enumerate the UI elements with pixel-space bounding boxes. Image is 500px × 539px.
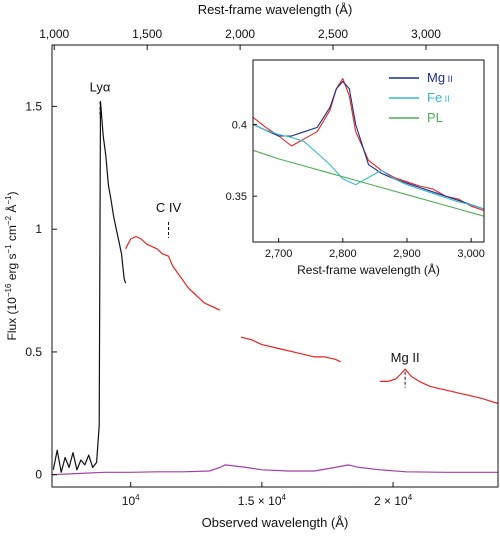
y-axis-label-exponent: −2 bbox=[4, 215, 13, 225]
spectrum-series-4 bbox=[51, 464, 498, 476]
x-tick-base: 10 bbox=[394, 494, 408, 508]
y-axis-label-part: cm bbox=[5, 225, 19, 244]
legend-name: PL bbox=[427, 110, 443, 125]
legend-ion: II bbox=[442, 94, 450, 104]
legend-label: PL bbox=[427, 110, 443, 125]
x-tick-exponent: 4 bbox=[408, 493, 413, 502]
inset-series-3 bbox=[252, 149, 485, 217]
y-axis-label-exponent: −16 bbox=[4, 283, 13, 297]
inset-plot: 2,700 2,800 2,900 3,000 0.35 0.4 Rest-frame wa… bbox=[226, 59, 485, 277]
x-tick-base: 10 bbox=[268, 494, 282, 508]
spectrum-series-1 bbox=[124, 235, 221, 311]
inset-x-tick-label: 2,900 bbox=[393, 248, 421, 260]
inset-x-axis-label: Rest-frame wavelength (Å) bbox=[297, 262, 440, 277]
y-axis-label-part: Flux (10 bbox=[5, 297, 19, 341]
x-tick-prefix: 1.5 × bbox=[238, 494, 268, 508]
annotation-label: C IV bbox=[156, 200, 182, 215]
annotation-label: Lyα bbox=[90, 80, 111, 95]
inset-background bbox=[253, 60, 484, 242]
inset-x-tick-label: 2,700 bbox=[265, 248, 293, 260]
inset-series-2 bbox=[252, 123, 485, 210]
y-tick-label: 1 bbox=[35, 222, 42, 236]
inset-series-1 bbox=[252, 80, 485, 210]
y-axis-label: Flux (10−16 erg s−1 cm−2 Å−1) bbox=[4, 191, 19, 340]
inset-y-tick-label: 0.4 bbox=[232, 119, 247, 131]
legend-label: Mg II bbox=[427, 70, 453, 85]
x-tick-label: 2 × 104 bbox=[374, 493, 413, 508]
top-tick-label: 2,000 bbox=[225, 27, 255, 41]
inset-y-tick-label: 0.35 bbox=[226, 191, 247, 203]
legend-name: Mg bbox=[427, 70, 445, 85]
top-tick-label: 2,500 bbox=[318, 27, 348, 41]
top-tick-label: 3,000 bbox=[411, 27, 441, 41]
x-tick-prefix: 2 × bbox=[374, 494, 394, 508]
top-tick-label: 1,500 bbox=[132, 27, 162, 41]
y-tick-label: 0.5 bbox=[25, 345, 42, 359]
y-tick-label: 1.5 bbox=[25, 99, 42, 113]
top-axis-label: Rest-frame wavelength (Å) bbox=[198, 2, 353, 17]
legend-label: Fe II bbox=[427, 90, 450, 105]
inset-frame bbox=[252, 59, 485, 243]
spectrum-series-3 bbox=[379, 368, 499, 405]
x-tick-label: 104 bbox=[122, 493, 140, 508]
y-axis-label-exponent: −1 bbox=[4, 244, 13, 254]
x-axis-label: Observed wavelength (Å) bbox=[202, 515, 349, 530]
legend-name: Fe bbox=[427, 90, 442, 105]
inset-x-tick-label: 3,000 bbox=[457, 248, 485, 260]
main-plot-frame bbox=[51, 44, 499, 488]
annotation-label: Mg II bbox=[391, 350, 420, 365]
x-tick-exponent: 4 bbox=[135, 493, 140, 502]
y-axis-label-part: ) bbox=[5, 191, 19, 195]
spectrum-series-0 bbox=[52, 100, 127, 473]
inset-series-0 bbox=[252, 78, 485, 212]
y-tick-label: 0 bbox=[35, 468, 42, 482]
spectrum-series-2 bbox=[240, 336, 341, 363]
y-axis-label-part: Å bbox=[4, 205, 19, 216]
y-axis-label-part: erg s bbox=[5, 254, 19, 284]
x-tick-exponent: 4 bbox=[282, 493, 287, 502]
y-axis-label-exponent: −1 bbox=[4, 195, 13, 205]
legend-ion: II bbox=[445, 74, 453, 84]
inset-x-tick-label: 2,800 bbox=[329, 248, 357, 260]
x-tick-base: 10 bbox=[122, 494, 136, 508]
x-tick-label: 1.5 × 104 bbox=[238, 493, 287, 508]
top-tick-label: 1,000 bbox=[39, 27, 69, 41]
